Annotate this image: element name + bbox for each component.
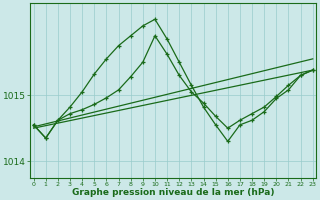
X-axis label: Graphe pression niveau de la mer (hPa): Graphe pression niveau de la mer (hPa) (72, 188, 275, 197)
